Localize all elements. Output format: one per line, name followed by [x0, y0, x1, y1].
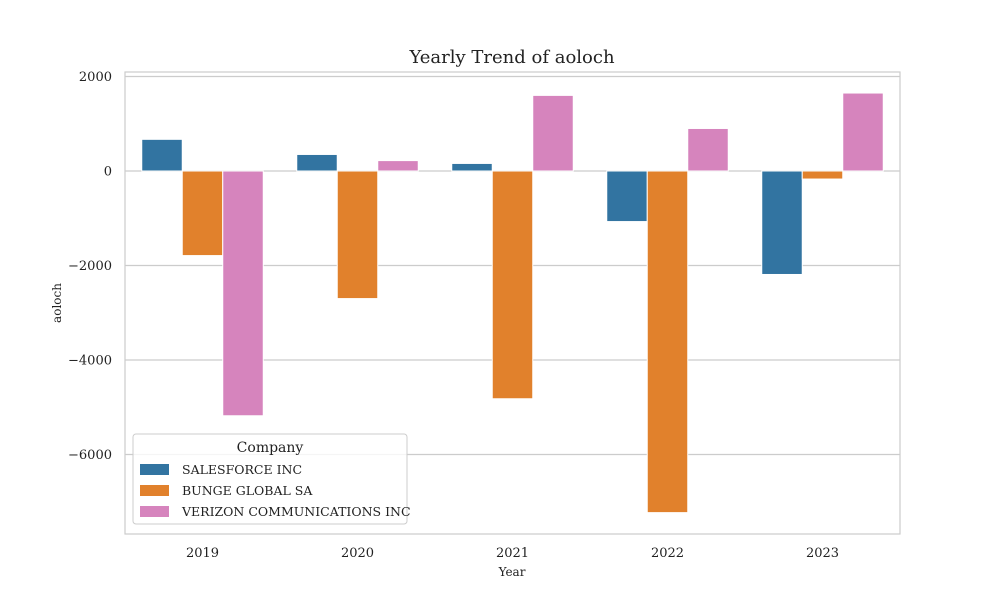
- bar-salesforce-inc-2022: [606, 170, 648, 223]
- bars: [141, 92, 884, 514]
- y-tick-label: 0: [104, 165, 112, 180]
- x-tick-label: 2019: [186, 546, 219, 561]
- bar-verizon-communications-inc-2021: [532, 94, 574, 172]
- bar-salesforce-inc-2021: [451, 162, 493, 172]
- legend: Company SALESFORCE INC BUNGE GLOBAL SA VER…: [132, 433, 411, 525]
- y-tick-label: 2000: [79, 70, 112, 85]
- x-tick-label: 2021: [496, 546, 529, 561]
- x-tick-label: 2022: [651, 546, 684, 561]
- bar-bunge-global-sa-2023: [801, 170, 844, 180]
- legend-label: VERIZON COMMUNICATIONS INC: [181, 504, 411, 519]
- bar-salesforce-inc-2019: [141, 138, 183, 172]
- bar-salesforce-inc-2023: [761, 170, 803, 275]
- legend-swatch: [140, 464, 169, 475]
- x-tick-labels: 2019 2020 2021 2022 2023: [186, 546, 839, 561]
- legend-swatch: [140, 485, 169, 496]
- bar-verizon-communications-inc-2020: [377, 160, 419, 172]
- y-tick-label: −2000: [68, 259, 112, 274]
- bar-bunge-global-sa-2022: [646, 170, 689, 514]
- legend-entries: SALESFORCE INC BUNGE GLOBAL SA VERIZON COM…: [140, 462, 411, 519]
- y-tick-label: −6000: [68, 448, 112, 463]
- legend-box: [132, 433, 408, 525]
- legend-label: SALESFORCE INC: [182, 462, 302, 477]
- bar-salesforce-inc-2020: [296, 153, 338, 172]
- legend-label: BUNGE GLOBAL SA: [182, 483, 313, 498]
- chart-title: Yearly Trend of aoloch: [408, 47, 615, 68]
- y-tick-labels: 2000 0 −2000 −4000 −6000: [68, 70, 112, 463]
- x-tick-label: 2020: [341, 546, 374, 561]
- legend-title: Company: [237, 440, 304, 456]
- x-axis-title: Year: [498, 565, 526, 579]
- bar-bunge-global-sa-2020: [336, 170, 379, 300]
- bar-bunge-global-sa-2021: [491, 170, 534, 400]
- y-axis-title: aoloch: [50, 283, 64, 323]
- bar-verizon-communications-inc-2022: [687, 127, 729, 172]
- plot-frame: [124, 71, 901, 535]
- x-tick-label: 2023: [806, 546, 839, 561]
- bar-verizon-communications-inc-2023: [842, 92, 884, 172]
- y-tick-label: −4000: [68, 354, 112, 369]
- bar-verizon-communications-inc-2019: [222, 170, 264, 417]
- bar-bunge-global-sa-2019: [181, 170, 224, 257]
- legend-swatch: [140, 506, 169, 517]
